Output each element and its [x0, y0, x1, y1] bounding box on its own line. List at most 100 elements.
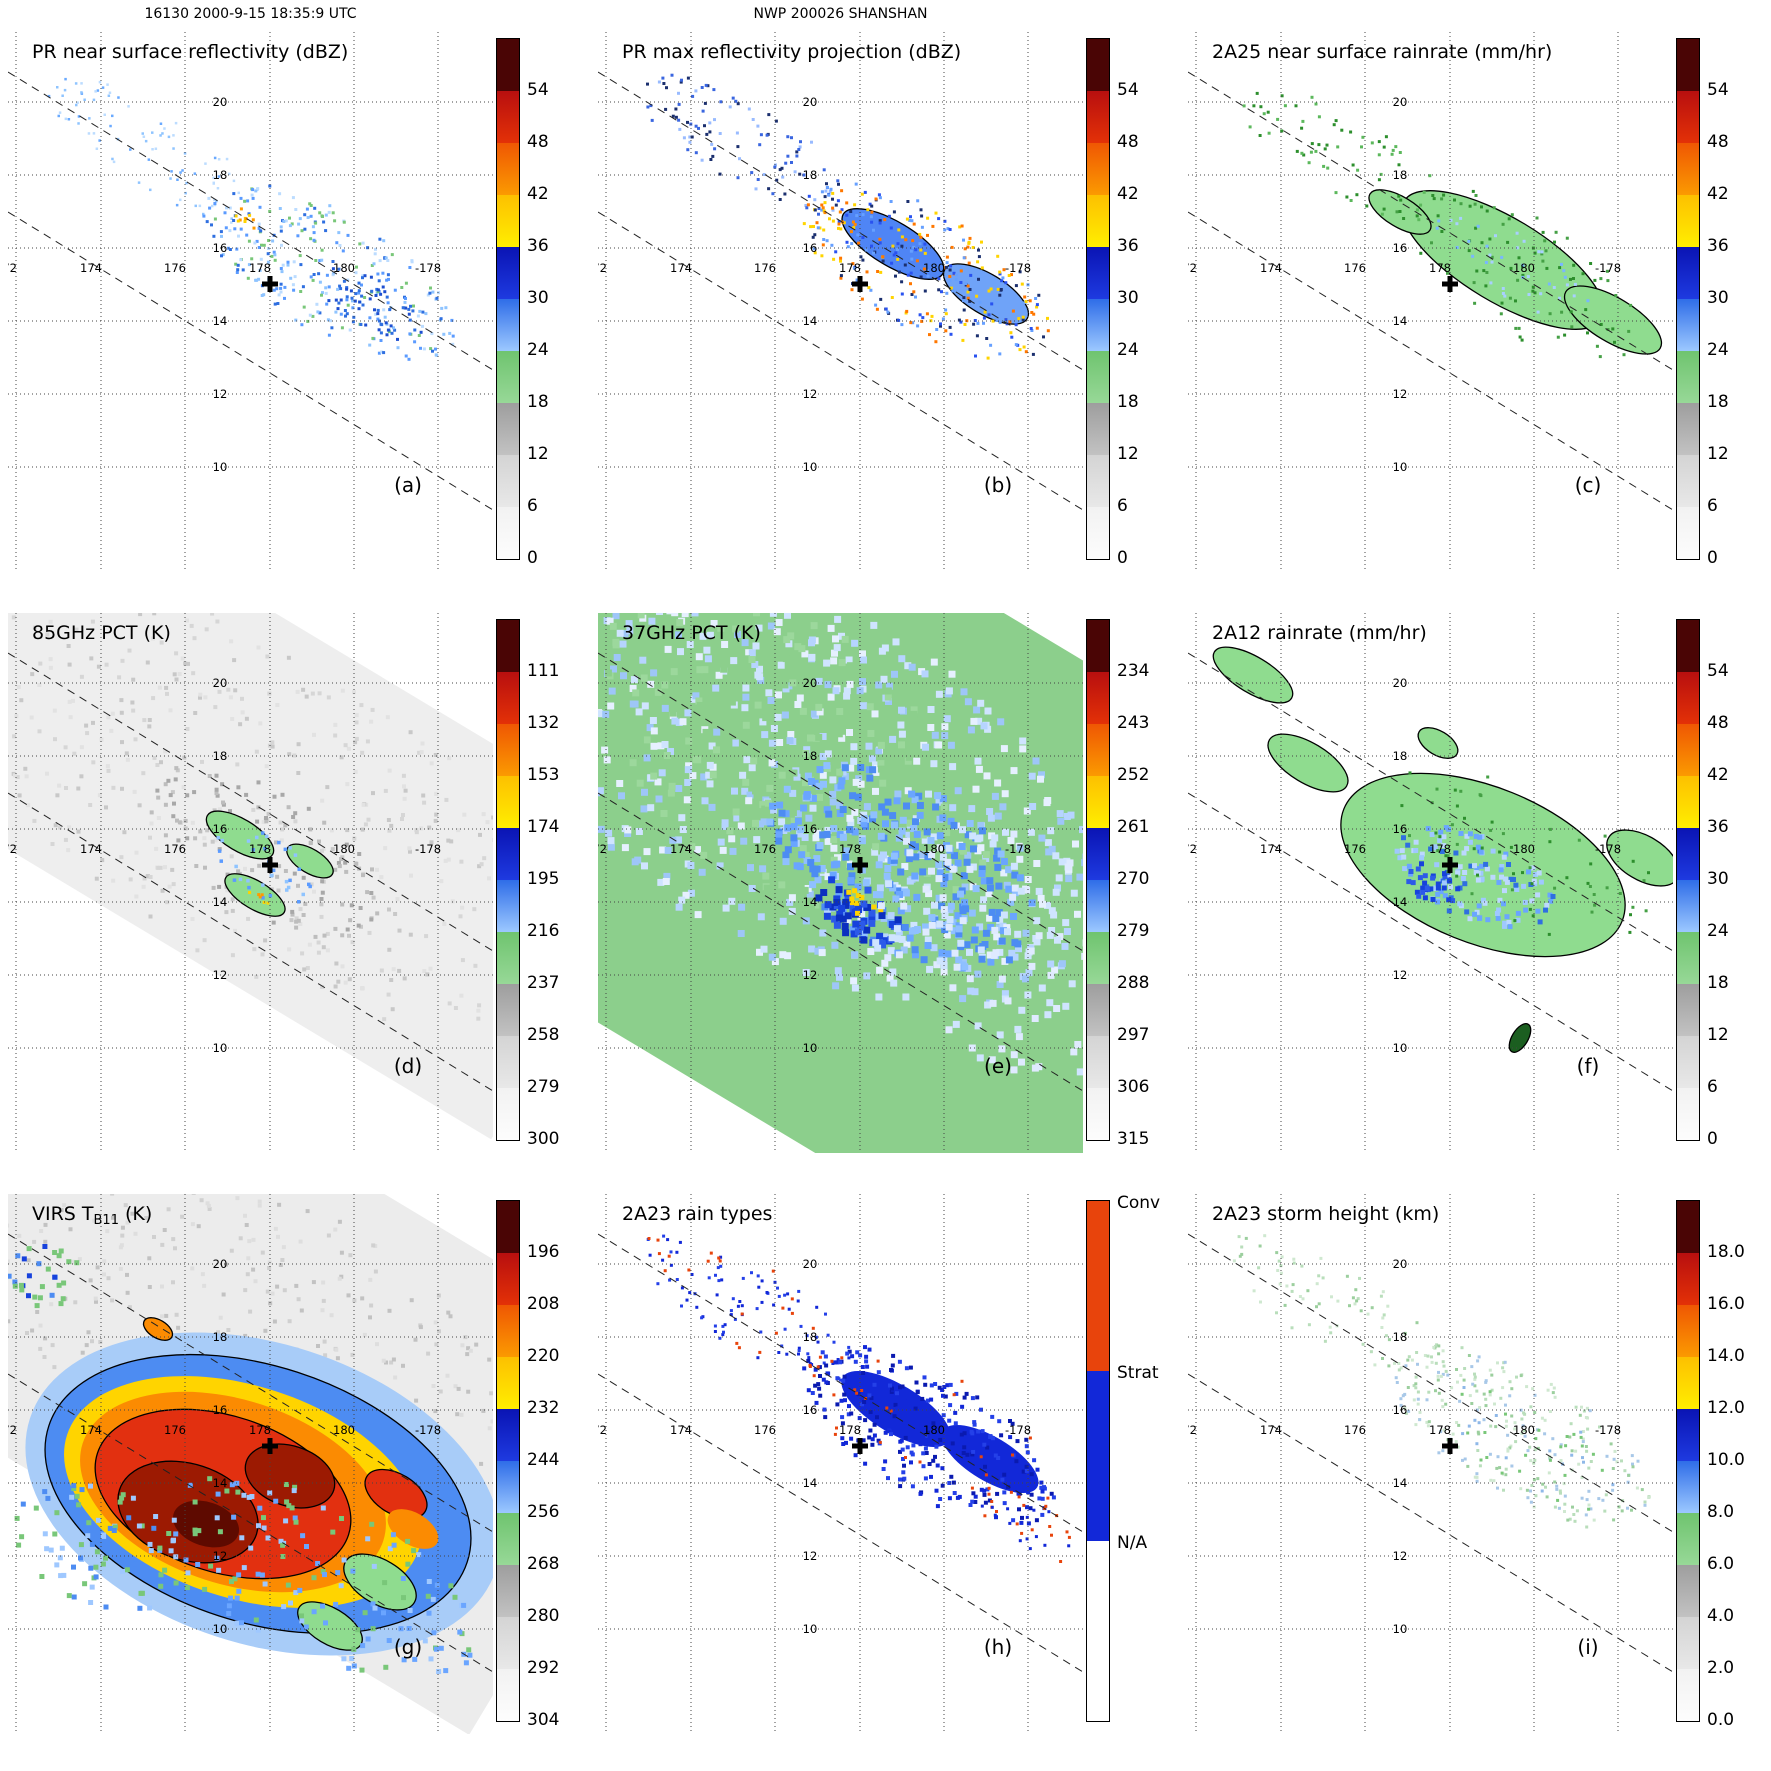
colorbar-tick-label: 208 — [527, 1294, 560, 1314]
data-speckle — [1394, 1344, 1651, 1529]
data-layer — [1242, 91, 1663, 359]
svg-text:16: 16 — [1393, 241, 1408, 255]
svg-text:20: 20 — [1393, 95, 1408, 109]
colorbar-tick-label: 111 — [527, 661, 560, 681]
colorbar-tick-label: 234 — [1117, 661, 1150, 681]
svg-text:178: 178 — [1429, 261, 1451, 275]
panel-letter: (i) — [1577, 1635, 1598, 1659]
colorbar-tick-label: 42 — [527, 184, 549, 204]
panel-title: VIRS TB11 (K) — [32, 1203, 152, 1228]
colorbar-tick-label: 297 — [1117, 1025, 1150, 1045]
svg-text:174: 174 — [80, 261, 102, 275]
svg-text:178: 178 — [839, 261, 861, 275]
svg-text:18: 18 — [1393, 749, 1408, 763]
svg-text:176: 176 — [1344, 261, 1366, 275]
colorbar-segment — [497, 1305, 519, 1357]
colorbar-tick-label: 30 — [1707, 869, 1729, 889]
colorbar-tick-label: 54 — [1117, 80, 1139, 100]
colorbar-tick-label: 48 — [1117, 132, 1139, 152]
colorbar-tick-label: 18 — [1707, 973, 1729, 993]
colorbar-tick-label: 54 — [1707, 661, 1729, 681]
data-blob — [172, 1500, 240, 1548]
colorbar-segment — [497, 1409, 519, 1461]
svg-text:180: 180 — [1513, 261, 1535, 275]
colorbar-tick-label: 18 — [527, 392, 549, 412]
colorbar-tick-label: 42 — [1707, 765, 1729, 785]
colorbar-segment — [1087, 507, 1109, 559]
panel-g: 172 174 176 178 180 -178 20 18 16 14 12 10 VIRS TB11… — [0, 1190, 590, 1771]
svg-text:180: 180 — [1513, 842, 1535, 856]
svg-text:176: 176 — [754, 842, 776, 856]
svg-text:180: 180 — [923, 842, 945, 856]
svg-text:174: 174 — [670, 261, 692, 275]
colorbar-tick-label: 36 — [1117, 236, 1139, 256]
data-speckle — [802, 1345, 1056, 1526]
data-speckle — [1242, 91, 1440, 222]
colorbar-tick-label: 216 — [527, 921, 560, 941]
colorbar-segment — [497, 1669, 519, 1721]
colorbar-segment — [1677, 299, 1699, 351]
grid-tick-labels: 172 174 176 178 180 -178 20 18 16 14 12 10 — [1188, 95, 1621, 474]
colorbar-tick-label: 232 — [527, 1398, 560, 1418]
panel-letter: (a) — [394, 473, 422, 497]
colorbar-segment — [1677, 1305, 1699, 1357]
colorbar-tick-label: 24 — [1117, 340, 1139, 360]
data-blob — [1563, 285, 1663, 355]
panel-letter: (g) — [394, 1635, 422, 1659]
colorbar-segment — [497, 724, 519, 776]
colorbar-segment — [497, 1036, 519, 1088]
colorbar-segment — [1087, 299, 1109, 351]
colorbar-tick-label: 268 — [527, 1554, 560, 1574]
data-layer — [8, 1194, 493, 1734]
colorbar-cap — [1087, 620, 1109, 672]
colorbar-tick-label: 0 — [1707, 1129, 1718, 1149]
colorbar-tick-label: 12 — [1707, 1025, 1729, 1045]
colorbar-tick-label: 195 — [527, 869, 560, 889]
svg-text:20: 20 — [213, 95, 228, 109]
data-blob — [941, 1424, 1039, 1494]
colorbar-tick-label: 237 — [527, 973, 560, 993]
svg-text:20: 20 — [803, 1257, 818, 1271]
colorbar-segment — [1677, 1357, 1699, 1409]
colorbar-segment — [1677, 507, 1699, 559]
colorbar-tick-label: 258 — [527, 1025, 560, 1045]
svg-text:172: 172 — [1188, 842, 1197, 856]
colorbar-segment — [497, 1617, 519, 1669]
map-f: 172 174 176 178 180 -178 20 18 16 14 12 10 2A12 rain… — [1188, 613, 1673, 1153]
svg-text:-178: -178 — [1595, 842, 1621, 856]
svg-text:18: 18 — [213, 749, 228, 763]
colorbar-segment — [1087, 984, 1109, 1036]
colorbar-i — [1676, 1200, 1700, 1722]
svg-text:18: 18 — [803, 1330, 818, 1344]
colorbar-tick-label: 300 — [527, 1129, 560, 1149]
colorbar-segment — [1677, 724, 1699, 776]
granule-timestamp-title: 16130 2000-9-15 18:35:9 UTC — [144, 6, 357, 22]
colorbar-tick-label: 48 — [1707, 132, 1729, 152]
colorbar-segment — [497, 880, 519, 932]
svg-text:180: 180 — [333, 842, 355, 856]
colorbar-segment — [1087, 724, 1109, 776]
panel-letter: (f) — [1577, 1054, 1600, 1078]
svg-text:20: 20 — [1393, 676, 1408, 690]
data-speckle — [47, 77, 259, 224]
colorbar-cap — [1677, 620, 1699, 672]
colorbar-tick-label: 292 — [527, 1658, 560, 1678]
swath-edge-lines — [1188, 71, 1673, 511]
colorbar-segment — [1087, 932, 1109, 984]
colorbar-segment — [497, 91, 519, 143]
colorbar-category-label: N/A — [1117, 1533, 1148, 1553]
svg-text:10: 10 — [803, 1041, 818, 1055]
colorbar-segment — [1677, 143, 1699, 195]
colorbar-tick-label: 132 — [527, 713, 560, 733]
map-b: 172 174 176 178 180 -178 20 18 16 14 12 10 PR max re… — [598, 32, 1083, 572]
data-speckle — [202, 184, 455, 361]
colorbar-segment — [1677, 932, 1699, 984]
colorbar-segment — [1087, 880, 1109, 932]
gridlines — [8, 613, 493, 1153]
svg-text:-178: -178 — [415, 261, 441, 275]
svg-text:12: 12 — [1393, 387, 1408, 401]
colorbar-category-label: Strat — [1117, 1363, 1159, 1383]
colorbar-segment — [1677, 776, 1699, 828]
